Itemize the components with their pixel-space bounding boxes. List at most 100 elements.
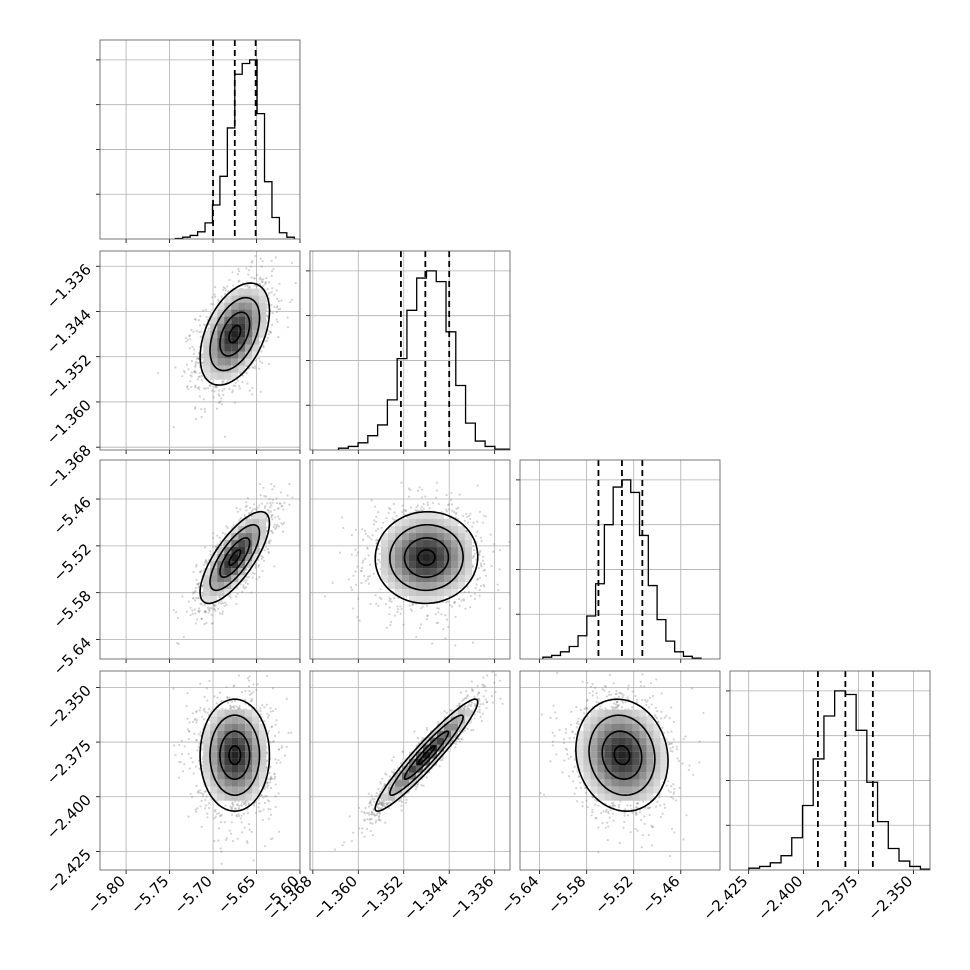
panel-content	[100, 251, 300, 450]
scatter-point	[370, 538, 373, 541]
scatter-point	[388, 613, 391, 616]
scatter-point	[479, 549, 482, 553]
scatter-point	[338, 551, 342, 554]
scatter-point	[236, 510, 240, 513]
density-cell	[210, 351, 218, 359]
scatter-point	[437, 502, 440, 506]
density-cell	[203, 330, 211, 338]
scatter-point	[476, 577, 479, 580]
scatter-point	[263, 506, 267, 509]
scatter-point	[261, 569, 264, 573]
scatter-point	[248, 516, 251, 519]
density-cell	[238, 323, 246, 331]
scatter-point	[246, 497, 249, 500]
panel-1-1	[306, 250, 511, 454]
scatter-point	[387, 511, 390, 515]
scatter-point	[267, 509, 270, 512]
scatter-point	[196, 597, 200, 600]
scatter-point	[266, 336, 269, 340]
density-cell	[238, 288, 246, 296]
density-cell	[203, 344, 211, 352]
scatter-point	[214, 295, 217, 298]
scatter-point	[269, 331, 272, 334]
density-cell	[231, 547, 239, 555]
scatter-point	[223, 292, 227, 295]
scatter-point	[174, 366, 177, 369]
density-cell	[231, 288, 239, 296]
scatter-point	[198, 371, 201, 375]
density-cell	[238, 358, 246, 366]
scatter-point	[265, 300, 269, 303]
scatter-point	[388, 599, 391, 602]
scatter-point	[247, 801, 250, 804]
scatter-point	[388, 597, 391, 600]
scatter-point	[496, 583, 499, 586]
density-cell	[238, 519, 246, 527]
scatter-point	[239, 517, 242, 520]
scatter-point	[269, 331, 273, 334]
scatter-point	[248, 285, 252, 289]
panel-0-0	[96, 39, 301, 243]
scatter-point	[222, 286, 225, 289]
scatter-point	[466, 515, 469, 518]
density-cell	[210, 316, 218, 324]
scatter-point	[221, 532, 224, 535]
scatter-point	[185, 610, 188, 613]
contour-level-0	[199, 282, 271, 386]
scatter-point	[375, 562, 379, 566]
scatter-point	[260, 278, 263, 281]
scatter-point	[372, 572, 375, 575]
scatter-point	[228, 387, 231, 391]
scatter-point	[211, 622, 214, 625]
scatter-point	[342, 526, 345, 529]
density-cell	[231, 582, 239, 590]
scatter-point	[208, 609, 211, 612]
scatter-point	[251, 365, 254, 369]
scatter-point	[372, 523, 376, 526]
scatter-point	[172, 609, 175, 612]
scatter-point	[199, 315, 202, 318]
density-cell	[380, 540, 388, 548]
scatter-point	[269, 813, 273, 817]
scatter-point	[264, 280, 267, 284]
contour-level-3	[417, 549, 436, 566]
density-cell	[224, 547, 232, 555]
scatter-point	[478, 551, 481, 554]
scatter-point	[269, 506, 272, 509]
scatter-point	[211, 622, 214, 625]
density-cell	[224, 575, 232, 583]
scatter-point	[222, 288, 225, 292]
panel-frame	[309, 250, 511, 451]
scatter-point	[253, 572, 256, 575]
scatter-point	[419, 508, 422, 511]
scatter-point	[277, 515, 280, 518]
scatter-point	[393, 614, 396, 617]
density-cell	[238, 351, 246, 359]
scatter-point	[270, 269, 274, 273]
scatter-point	[210, 613, 213, 616]
panel-frame	[99, 39, 301, 240]
density-cell	[210, 323, 218, 331]
density-cell	[429, 512, 437, 520]
scatter-point	[363, 529, 366, 532]
scatter-point	[198, 386, 201, 389]
scatter-point	[203, 546, 207, 549]
density-cell	[450, 540, 458, 548]
scatter-point	[266, 548, 269, 551]
scatter-point	[218, 612, 222, 615]
scatter-point	[192, 591, 195, 594]
density-cell	[436, 540, 444, 548]
panel-frame	[519, 459, 721, 660]
scatter-point	[498, 607, 501, 610]
density-cell	[231, 561, 239, 569]
scatter-point	[415, 635, 418, 639]
scatter-point	[211, 389, 214, 392]
scatter-point	[156, 372, 160, 375]
scatter-point	[221, 612, 224, 616]
scatter-point	[279, 491, 283, 494]
density-cell	[224, 589, 232, 597]
scatter-point	[190, 385, 193, 389]
scatter-point	[255, 688, 258, 692]
scatter-point	[201, 356, 204, 359]
scatter-point	[416, 489, 420, 492]
